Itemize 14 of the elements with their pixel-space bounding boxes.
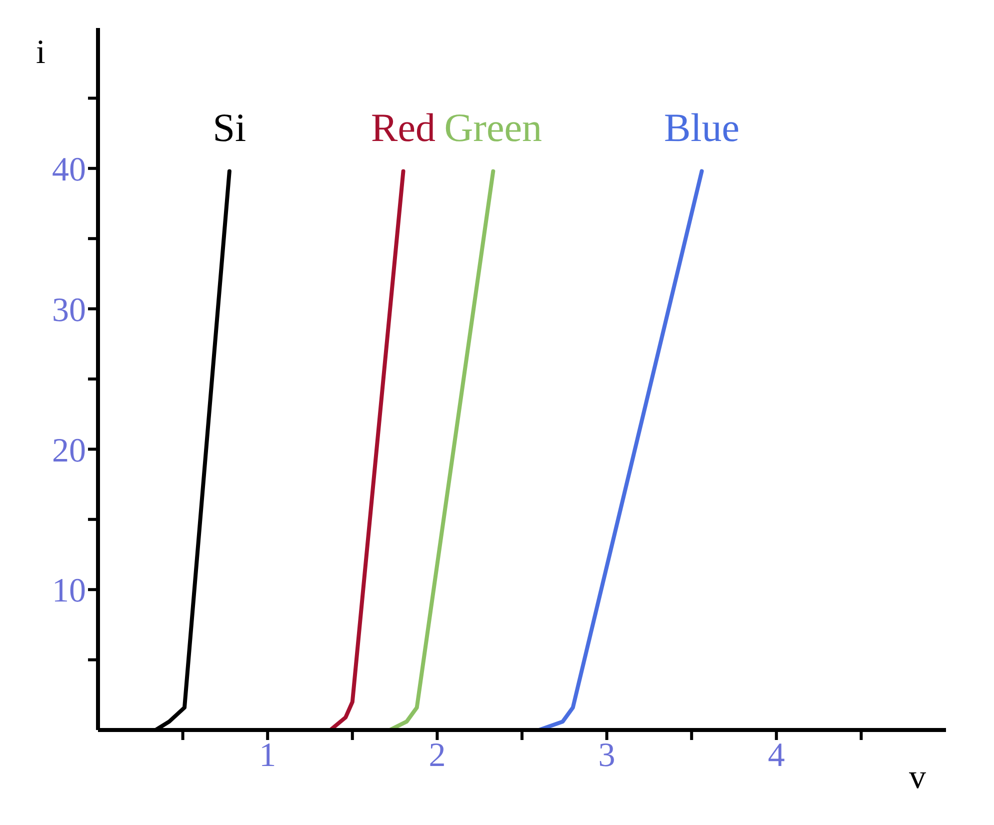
x-tick-label: 3 xyxy=(598,737,616,774)
series-label: Blue xyxy=(664,105,740,150)
y-tick-label: 30 xyxy=(52,292,86,329)
series-label: Si xyxy=(212,105,246,150)
y-axis-title: i xyxy=(36,34,46,71)
x-tick-label: 4 xyxy=(768,737,785,774)
x-tick-label: 1 xyxy=(259,737,276,774)
y-tick-label: 40 xyxy=(52,151,86,188)
y-tick-label: 10 xyxy=(52,572,86,610)
series-label: Red xyxy=(371,105,436,150)
y-tick-label: 20 xyxy=(52,432,86,470)
x-tick-label: 2 xyxy=(428,737,446,774)
x-axis-title: v xyxy=(909,759,926,796)
series-label: Green xyxy=(444,105,542,150)
